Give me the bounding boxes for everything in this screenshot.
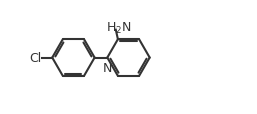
Text: Cl: Cl xyxy=(29,52,41,65)
Text: N: N xyxy=(103,62,112,75)
Text: H$_2$N: H$_2$N xyxy=(106,20,132,35)
